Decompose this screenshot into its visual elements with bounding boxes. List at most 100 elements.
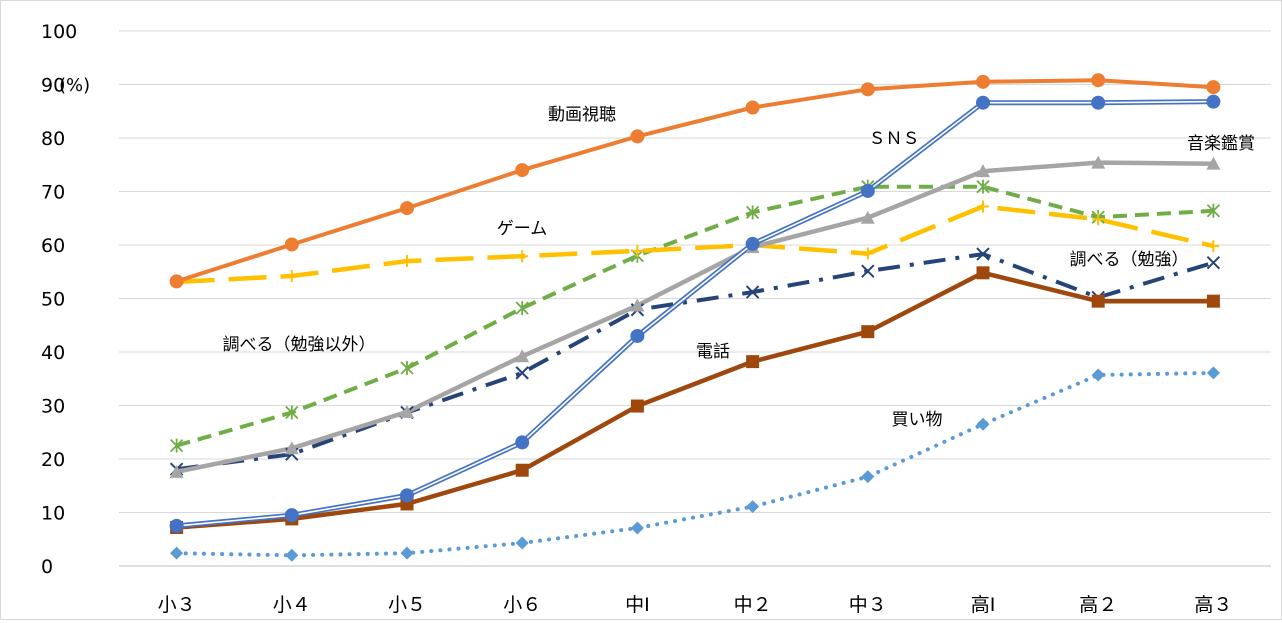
series-0-marker [515,163,530,178]
series-2-marker [630,298,645,312]
series-2-marker [169,464,184,478]
series-7-marker [285,548,299,562]
x-tick-label: 高３ [1194,594,1232,616]
x-tick-label: 小４ [273,594,311,616]
y-tick-label: 20 [41,449,65,471]
series-annotation: 調べる（勉強） [1070,250,1189,270]
series-5-marker [861,264,875,278]
series-4-marker [1206,203,1221,218]
series-1-marker [745,236,760,251]
series-1-marker [284,508,299,523]
series-annotation: 動画視聴 [548,105,616,125]
series-0-marker [976,74,990,89]
series-markers [169,73,1221,562]
series-6-marker [1091,294,1105,308]
x-tick-label: 小６ [503,594,541,616]
series-1-marker [400,488,414,503]
series-3-line [176,204,1214,285]
y-tick-label: 100 [41,21,77,43]
series-annotation: ＳＮＳ [869,129,920,149]
series-5-marker [515,366,529,380]
series-3-marker [516,250,529,263]
series-4-marker [515,301,529,316]
x-tick-label: 中３ [849,594,887,616]
y-tick-label: 40 [41,342,65,364]
y-tick-label: 90 [41,75,65,97]
series-2-marker [515,349,530,363]
series-0-marker [169,274,184,289]
series-3-marker [631,244,644,257]
y-tick-label: 0 [41,556,53,578]
y-tick-label: 70 [41,182,65,204]
y-tick-label: 10 [41,503,65,525]
series-7-marker [746,500,760,514]
series-1-marker [976,95,990,110]
y-tick-label: 30 [41,396,65,418]
series-6-marker [630,399,644,413]
series-annotation: ゲーム [497,219,548,239]
series-3-marker [1092,213,1105,226]
series-4-marker [169,438,184,453]
series-7-marker [515,536,529,550]
x-tick-label: 中Ⅰ [625,594,650,616]
series-7-marker [170,546,184,560]
series-0-marker [630,129,645,144]
series-2-marker [1091,155,1106,169]
series-3-marker [977,200,989,213]
series-3-marker [401,255,413,268]
series-6-marker [861,325,875,339]
series-7-marker [400,546,414,560]
series-6-marker [515,463,529,477]
y-tick-label: 60 [41,235,65,257]
series-7-marker [1091,368,1105,382]
series-annotation: 電話 [696,342,730,362]
series-1-marker [169,518,184,533]
series-5-marker [976,247,990,261]
y-tick-label: 50 [41,289,65,311]
series-3-marker [861,247,874,260]
x-tick-label: 小３ [158,594,196,616]
series-6-marker [976,266,990,280]
series-4-marker [745,205,760,220]
series-6-marker [1206,294,1220,308]
series-5-marker [1206,255,1221,270]
series-annotation: 買い物 [892,410,943,430]
series-6-line [176,270,1214,530]
series-4-marker [285,405,299,420]
series-3-marker [1207,240,1220,253]
series-annotation: 調べる（勉強以外） [223,335,376,355]
series-2-marker [400,404,414,418]
series-lines [174,78,1216,558]
series-1-marker [1091,95,1106,110]
series-2-marker [1206,156,1221,170]
series-7-line [174,370,1216,558]
series-0-line [175,78,1214,284]
series-1-marker [1206,94,1221,109]
series-0-marker [284,237,299,252]
x-axis-ticks: 小３ 小４ 小５ 小６ 中Ⅰ 中２ 中３ 高Ⅰ 高２ 高３ [158,594,1233,616]
series-annotation: 音楽鑑賞 [1187,134,1255,154]
series-5-marker [745,285,760,299]
series-7-marker [1206,366,1220,380]
x-tick-label: 小５ [388,594,426,616]
series-0-marker [1206,80,1221,95]
series-4-marker [976,179,990,194]
series-1-marker [515,435,530,450]
series-0-marker [1091,73,1106,88]
unit-label: (%) [59,75,90,96]
series-2-line [176,160,1214,475]
series-7-marker [630,521,644,535]
series-3-marker [285,270,298,283]
series-1-line-inner [176,100,1214,527]
series-6-marker [746,355,760,369]
series-1-marker [860,183,875,198]
series-4-line [176,184,1214,448]
y-axis-ticks: 0 10 20 30 40 50 60 70 80 90 100 [41,21,77,578]
series-7-marker [861,470,875,484]
series-2-marker [860,210,875,224]
series-0-marker [400,201,414,216]
series-2-marker [284,441,299,455]
